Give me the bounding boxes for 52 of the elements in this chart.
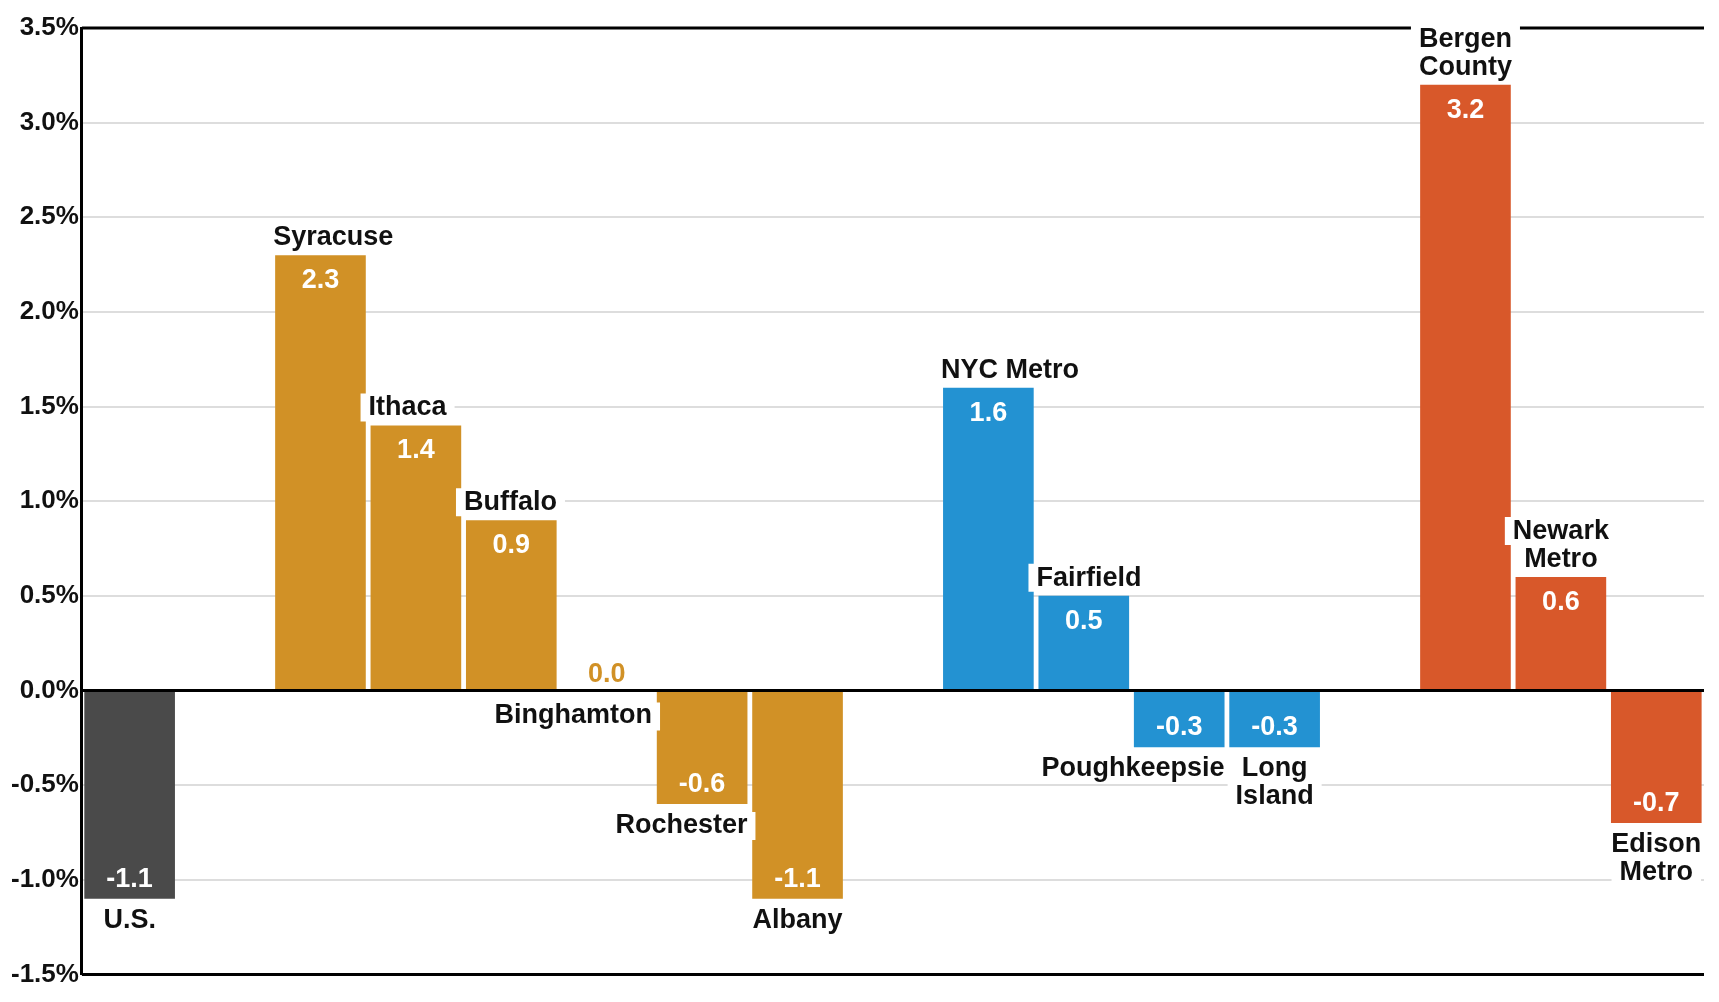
x-tick-label: Ithaca — [368, 391, 448, 422]
x-tick-label: Fairfield — [1036, 561, 1142, 592]
x-tick-label: Buffalo — [463, 486, 557, 517]
bar — [1229, 691, 1320, 748]
y-tick-label: 1.0% — [19, 484, 79, 515]
data-label: -1.1 — [774, 862, 821, 893]
x-tick-label: Long Island — [1235, 752, 1314, 811]
data-label: 2.3 — [301, 264, 340, 295]
x-tick-label: Binghamton — [494, 699, 653, 730]
bar — [275, 255, 366, 690]
y-tick-label: 2.0% — [19, 295, 79, 326]
bar — [1133, 691, 1225, 748]
y-tick-label: 1.5% — [19, 389, 79, 420]
bar — [1420, 84, 1511, 690]
y-tick-label: 0.5% — [19, 579, 79, 610]
data-label: 1.4 — [397, 434, 435, 465]
bar — [1610, 691, 1702, 823]
bar — [1515, 576, 1607, 690]
bar — [1038, 595, 1130, 690]
x-tick-label: Edison Metro — [1611, 827, 1702, 886]
y-tick-label: 3.0% — [19, 105, 79, 136]
data-label: -1.1 — [106, 862, 153, 893]
y-tick-label: 3.5% — [19, 11, 79, 42]
y-tick-label: -1.0% — [11, 862, 79, 893]
x-tick-label: Syracuse — [273, 221, 394, 252]
x-tick-label: NYC Metro — [941, 353, 1080, 384]
bar — [943, 387, 1034, 690]
bar — [656, 691, 748, 805]
x-tick-label: Albany — [752, 903, 843, 934]
data-label: 0.9 — [492, 529, 531, 560]
bar — [84, 691, 175, 899]
data-label: -0.6 — [678, 768, 726, 798]
y-tick-label: 0.0% — [19, 673, 79, 704]
y-tick-label: -1.5% — [11, 957, 79, 988]
data-label: 0.5 — [1065, 604, 1103, 635]
x-tick-label: Newark Metro — [1512, 514, 1610, 573]
data-label: -0.3 — [1251, 711, 1298, 742]
data-label: -0.7 — [1633, 786, 1680, 817]
data-label: -0.3 — [1155, 711, 1203, 742]
bar — [370, 425, 462, 690]
y-tick-label: -0.5% — [11, 768, 79, 799]
data-label: 3.2 — [1446, 93, 1485, 124]
x-tick-label: Poughkeepsie — [1041, 752, 1225, 783]
x-tick-label: Rochester — [615, 809, 748, 839]
x-tick-label: Bergen County — [1418, 22, 1512, 81]
x-tick-label: U.S. — [103, 903, 156, 934]
data-label: 0.0 — [587, 658, 626, 689]
bar — [465, 520, 557, 690]
bar — [752, 691, 843, 899]
data-label: 0.6 — [1542, 585, 1580, 616]
y-tick-label: 2.5% — [19, 200, 79, 231]
data-label: 1.6 — [969, 396, 1008, 427]
